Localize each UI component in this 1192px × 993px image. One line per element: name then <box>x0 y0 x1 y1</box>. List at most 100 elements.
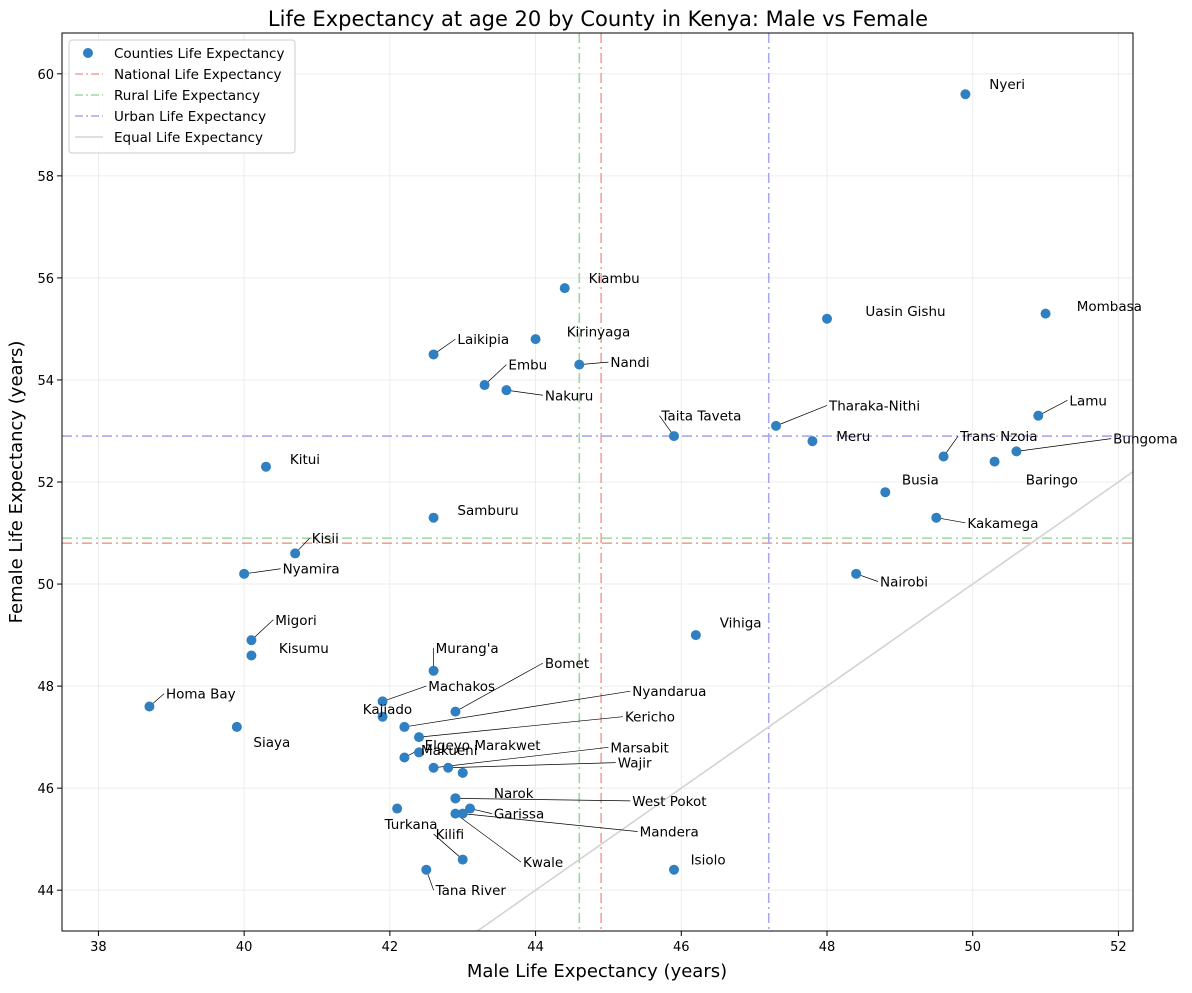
point-label: Kilifi <box>436 827 465 843</box>
leader-lines <box>149 338 1112 891</box>
point-label: Makueni <box>421 743 478 759</box>
point-label: Marsabit <box>610 740 668 756</box>
data-point <box>501 385 512 396</box>
point-label: Machakos <box>428 679 495 695</box>
data-point <box>690 630 701 641</box>
point-labels: Nyeri Kiambu Uasin Gishu Mombasa Kirinyaga La… <box>166 77 1178 899</box>
data-point <box>399 721 410 732</box>
point-label: Kitui <box>290 452 320 468</box>
data-point <box>377 696 388 707</box>
data-point <box>428 512 439 523</box>
x-tick-label: 38 <box>90 940 107 955</box>
axis-ticks: 38 40 42 44 46 48 50 52 44 46 48 50 52 54 56 58 60 <box>37 68 1126 955</box>
point-label: Kwale <box>523 855 563 871</box>
y-tick-label: 58 <box>37 170 54 185</box>
point-label: Kiambu <box>589 271 640 287</box>
legend-marker <box>83 48 93 58</box>
leader-line <box>1016 438 1112 452</box>
data-point <box>428 665 439 676</box>
y-tick-label: 56 <box>37 272 54 287</box>
point-label: Kisii <box>312 531 339 547</box>
point-label: Mombasa <box>1077 299 1142 315</box>
data-point <box>414 732 424 743</box>
data-points <box>144 89 1051 875</box>
data-point <box>428 349 439 360</box>
point-label: Nyeri <box>989 77 1025 93</box>
data-point <box>239 568 250 579</box>
data-point <box>1033 410 1044 421</box>
data-point <box>414 747 424 758</box>
point-label: Lamu <box>1069 393 1107 409</box>
point-label: Kirinyaga <box>567 324 631 340</box>
leader-line <box>455 813 522 863</box>
x-tick-label: 46 <box>673 940 690 955</box>
point-label: Tana River <box>435 883 507 899</box>
legend-label: Counties Life Expectancy <box>114 46 284 62</box>
plot-frame <box>61 32 1134 932</box>
data-point <box>450 808 461 819</box>
leader-line <box>455 662 544 712</box>
point-label: Busia <box>902 472 939 488</box>
data-point <box>669 431 679 442</box>
point-label: Trans Nzoia <box>959 429 1037 445</box>
point-label: Taita Taveta <box>660 409 741 425</box>
legend-label: Rural Life Expectancy <box>114 88 260 104</box>
data-point <box>960 89 971 100</box>
reference-lines <box>62 33 1133 931</box>
legend-label: National Life Expectancy <box>114 67 282 83</box>
leader-line <box>433 746 609 769</box>
grid <box>62 33 1133 931</box>
data-point <box>1011 446 1022 457</box>
data-point <box>144 701 155 712</box>
point-label: Kakamega <box>967 516 1038 532</box>
data-point <box>931 512 942 523</box>
point-label: Mandera <box>640 825 699 841</box>
data-point <box>989 456 1000 467</box>
legend-label: Equal Life Expectancy <box>114 130 263 146</box>
point-label: Meru <box>836 429 870 445</box>
y-tick-label: 54 <box>37 374 54 389</box>
data-point <box>457 854 468 865</box>
leader-line <box>448 762 616 769</box>
data-point <box>457 808 468 819</box>
point-label: Homa Bay <box>166 687 236 703</box>
x-tick-label: 50 <box>964 940 981 955</box>
y-tick-label: 44 <box>37 884 54 899</box>
leader-line <box>455 797 631 802</box>
legend-label: Urban Life Expectancy <box>114 109 266 125</box>
leader-line <box>433 833 463 860</box>
point-label: Turkana <box>384 817 438 833</box>
data-point <box>231 721 242 732</box>
point-label: Embu <box>508 358 547 374</box>
point-label: Kericho <box>625 710 675 726</box>
point-label: Baringo <box>1026 472 1078 488</box>
data-point <box>261 461 271 472</box>
point-label: Nyamira <box>283 562 340 578</box>
data-point <box>1040 308 1051 319</box>
point-label: Nakuru <box>545 388 593 404</box>
point-label: Isiolo <box>691 853 726 869</box>
point-label: Kisumu <box>279 641 329 657</box>
data-point <box>669 864 679 875</box>
point-label: West Pokot <box>632 794 706 810</box>
x-tick-label: 42 <box>382 940 399 955</box>
point-label: Bomet <box>545 656 589 672</box>
data-point <box>938 451 949 462</box>
y-tick-label: 60 <box>37 68 54 83</box>
x-tick-label: 44 <box>527 940 544 955</box>
data-point <box>465 803 475 814</box>
data-point <box>428 762 439 773</box>
chart-title: Life Expectancy at age 20 by County in K… <box>268 7 928 31</box>
data-point <box>574 359 585 370</box>
y-axis-label: Female Life Expectancy (years) <box>6 341 27 624</box>
y-tick-label: 52 <box>37 476 54 491</box>
data-point <box>559 283 570 294</box>
point-label: Nyandarua <box>632 684 706 700</box>
x-axis-label: Male Life Expectancy (years) <box>467 961 727 982</box>
point-label: Siaya <box>253 735 290 751</box>
point-label: Migori <box>275 613 317 629</box>
point-label: Laikipia <box>457 332 509 348</box>
data-point <box>807 436 818 447</box>
data-point <box>421 864 432 875</box>
